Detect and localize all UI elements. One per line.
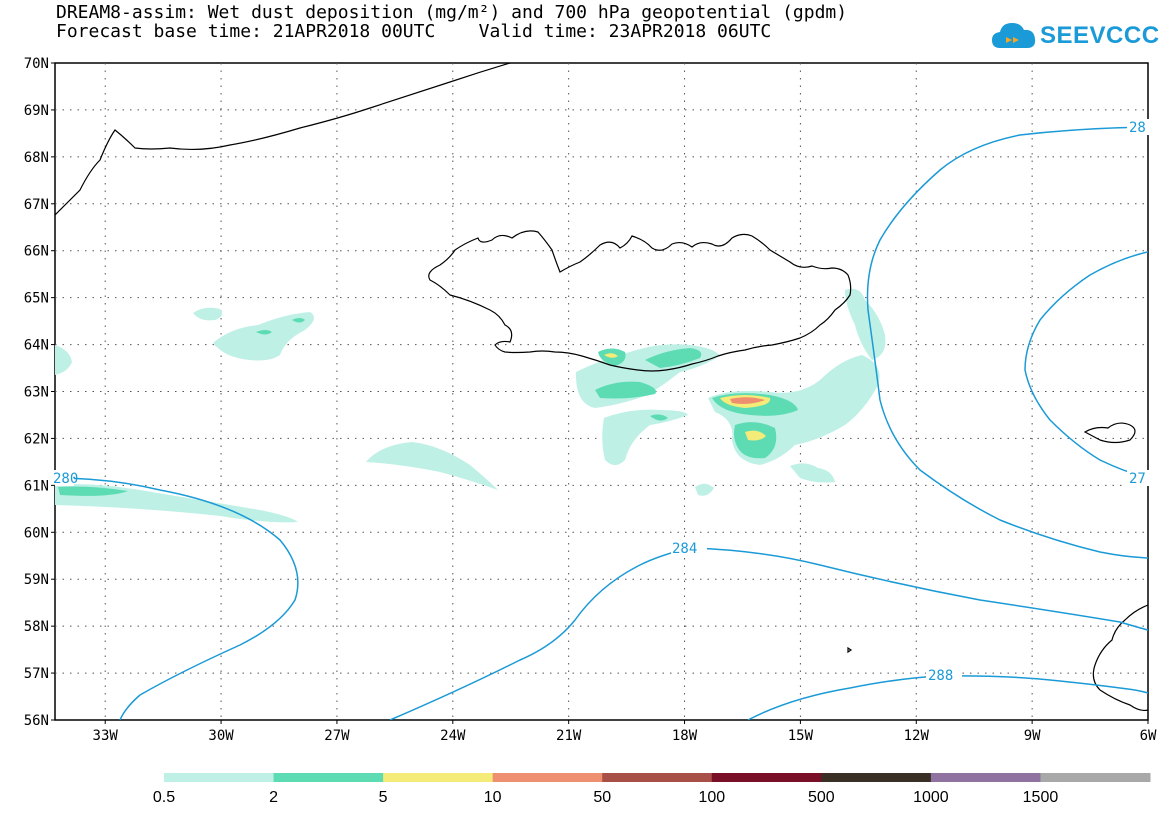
colorbar-swatch [930,773,1041,782]
graticule [55,63,1148,720]
dust-patch [292,318,305,323]
contour-label: 284 [672,541,697,557]
dust-patch [745,430,766,441]
colorbar-label: 1500 [1023,789,1059,806]
colorbar-label: 2 [269,789,278,806]
lat-tick-label: 57N [24,666,49,682]
lat-tick-label: 69N [24,103,49,119]
lat-tick-label: 63N [24,385,49,401]
lat-tick-label: 70N [24,56,49,72]
colorbar-swatch [164,773,275,782]
colorbar-label: 10 [484,789,502,806]
lon-tick-label: 9W [1024,728,1041,744]
lat-tick-label: 62N [24,431,49,447]
island-coast [847,646,853,654]
colorbar-label: 50 [593,789,611,806]
colorbar-swatch [711,773,822,782]
lat-tick-label: 58N [24,619,49,635]
dust-patch [790,463,835,483]
map-title: DREAM8-assim: Wet dust deposition (mg/m²… [56,2,848,23]
dust-patch [366,442,498,490]
faroe-coast [1083,422,1136,444]
contour-labels: 280 284 288 28 27 [52,119,1149,684]
greenland-coast [55,63,511,216]
colorbar-swatch [492,773,603,782]
colorbar-swatch [383,773,494,782]
lon-tick-label: 12W [904,728,930,744]
lat-tick-label: 65N [24,291,49,307]
colorbar-label: 1000 [913,789,949,806]
dust-patch [256,330,272,335]
cloud-icon [992,23,1036,48]
contour-label: 288 [928,668,953,684]
dust-patch [650,414,668,421]
colorbar-swatch [1040,773,1151,782]
dust-patch [845,288,886,360]
dust-patch [58,486,128,496]
dust-patch [602,409,688,465]
dust-patch [730,397,765,404]
lon-tick-label: 21W [556,728,582,744]
dust-patch [604,353,618,358]
dust-patch [645,348,702,368]
contour-27 [1024,251,1148,479]
contour-284 [389,547,1148,720]
iceland-coast [428,230,852,372]
contour-28 [866,126,1148,559]
scotland-coast [1092,604,1148,712]
contour-label: 28 [1129,120,1146,136]
lat-tick-label: 67N [24,197,49,213]
colorbar-swatch [821,773,932,782]
dust-patch [213,312,314,361]
colorbar-label: 5 [379,789,388,806]
contour-288 [747,675,1148,720]
dust-patch [695,483,714,496]
colorbar-label: 100 [698,789,725,806]
colorbar: 0.5 2 5 10 50 100 500 1000 1500 [153,773,1151,806]
lon-tick-label: 24W [440,728,466,744]
coastlines [55,63,1148,712]
contour-label: 27 [1129,471,1146,487]
axis-labels: 70N 69N 68N 67N 66N 65N 64N 63N 62N 61N 60N 59N 58N 5… [24,56,1157,744]
lon-tick-label: 6W [1140,728,1157,744]
colorbar-swatch [273,773,384,782]
colorbar-swatch [602,773,713,782]
lon-tick-label: 15W [788,728,814,744]
logo-text: SEEVCCC [1040,22,1160,49]
contour-label: 280 [53,471,78,487]
lat-tick-label: 60N [24,525,49,541]
lat-tick-label: 68N [24,150,49,166]
contour-280 [55,477,299,720]
lat-tick-label: 56N [24,713,49,729]
lat-tick-label: 61N [24,478,49,494]
lat-tick-label: 66N [24,244,49,260]
colorbar-label: 0.5 [153,789,175,806]
lon-tick-label: 30W [208,728,234,744]
colorbar-label: 500 [808,789,835,806]
dust-patch [55,345,72,375]
lon-tick-label: 33W [93,728,119,744]
map-subtitle: Forecast base time: 21APR2018 00UTC Vali… [56,21,772,42]
lon-tick-label: 18W [672,728,698,744]
dust-deposition-layer [55,288,886,523]
lat-tick-label: 59N [24,572,49,588]
seevccc-logo: SEEVCCC [990,18,1159,58]
lon-tick-label: 27W [324,728,350,744]
lat-tick-label: 64N [24,338,49,354]
dust-patch [595,381,656,399]
geopotential-contours [55,126,1148,720]
dust-patch [193,307,223,321]
